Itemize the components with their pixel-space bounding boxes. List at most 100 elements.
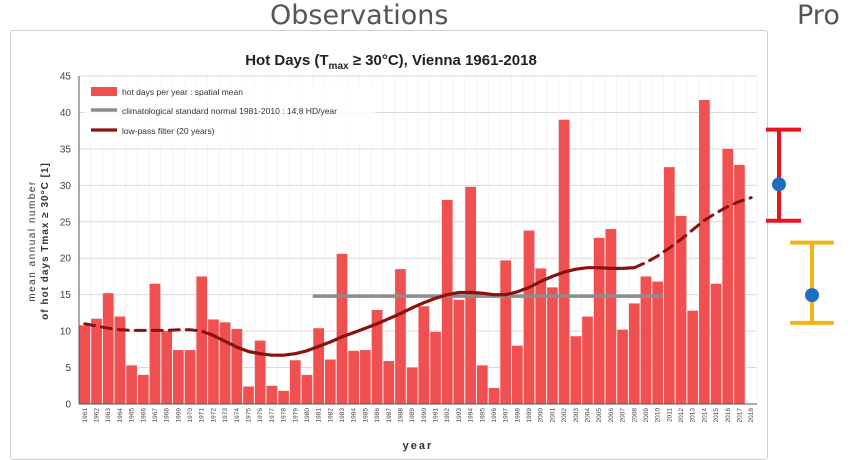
bar bbox=[267, 386, 278, 404]
x-tick-label: 1991 bbox=[433, 408, 440, 423]
bar bbox=[419, 306, 430, 404]
bar bbox=[535, 268, 546, 404]
x-tick-label: 2001 bbox=[549, 408, 556, 423]
bar bbox=[629, 303, 640, 404]
x-tick-label: 2004 bbox=[585, 408, 592, 423]
x-tick-label: 1987 bbox=[386, 408, 393, 423]
x-tick-label: 1992 bbox=[444, 408, 451, 423]
x-tick-label: 1966 bbox=[140, 408, 147, 423]
y-tick-label: 30 bbox=[60, 181, 72, 192]
x-tick-label: 1990 bbox=[421, 408, 428, 423]
x-axis-label: year bbox=[403, 440, 434, 452]
x-tick-label: 2005 bbox=[596, 408, 603, 423]
x-tick-label: 1963 bbox=[105, 408, 112, 423]
x-tick-label: 2016 bbox=[725, 408, 732, 423]
x-tick-label: 1961 bbox=[82, 408, 89, 423]
legend-label: low-pass filter (20 years) bbox=[122, 126, 215, 136]
bar bbox=[173, 350, 184, 404]
bar bbox=[360, 350, 371, 404]
bar bbox=[687, 311, 698, 404]
x-tick-label: 2002 bbox=[561, 408, 568, 423]
bar bbox=[91, 319, 102, 404]
bar bbox=[606, 229, 617, 404]
x-tick-label: 2007 bbox=[620, 408, 627, 423]
y-tick-label: 0 bbox=[65, 400, 71, 411]
projection-whiskers bbox=[766, 0, 850, 458]
legend-label: climatological standard normal 1981-2010… bbox=[122, 106, 337, 116]
bar bbox=[348, 351, 359, 404]
chart-title-rest: ≥ 30°C), Vienna 1961-2018 bbox=[349, 52, 537, 69]
legend: hot days per year : spatial mean climatol… bbox=[85, 83, 375, 145]
x-tick-label: 2015 bbox=[713, 408, 720, 423]
x-tick-label: 1974 bbox=[234, 408, 241, 423]
bar bbox=[477, 365, 488, 404]
bar bbox=[126, 365, 137, 404]
y-tick-label: 35 bbox=[60, 144, 72, 155]
x-tick-label: 1973 bbox=[222, 408, 229, 423]
x-tick-label: 1988 bbox=[397, 408, 404, 423]
x-tick-label: 2010 bbox=[655, 408, 662, 423]
x-tick-label: 2008 bbox=[631, 408, 638, 423]
bar bbox=[337, 254, 348, 404]
bar bbox=[325, 360, 336, 404]
x-tick-label: 2009 bbox=[643, 408, 650, 423]
x-tick-label: 2017 bbox=[736, 408, 743, 423]
bar bbox=[161, 331, 172, 404]
x-tick-label: 1995 bbox=[479, 408, 486, 423]
x-tick-label: 2014 bbox=[701, 408, 708, 423]
y-tick-label: 5 bbox=[65, 363, 71, 374]
x-tick-label: 1967 bbox=[152, 408, 159, 423]
chart-panel: 0 5 10 15 20 25 30 35 40 45 1961 1962 1963 1964 1965 19… bbox=[10, 30, 768, 460]
x-tick-label: 2011 bbox=[666, 408, 673, 422]
bar bbox=[231, 329, 242, 404]
x-tick-label: 1980 bbox=[304, 408, 311, 423]
x-tick-label: 1969 bbox=[175, 408, 182, 423]
bar bbox=[103, 293, 114, 404]
chart-title: Hot Days (Tmax ≥ 30°C), Vienna 1961-2018 bbox=[245, 52, 537, 72]
bar bbox=[383, 361, 394, 404]
x-tick-label: 1981 bbox=[316, 408, 323, 423]
bar bbox=[711, 284, 722, 404]
y-tick-label: 10 bbox=[60, 327, 72, 338]
bar bbox=[559, 120, 570, 404]
bar bbox=[547, 287, 558, 404]
x-tick-label: 1975 bbox=[246, 408, 253, 423]
chart-title-sub: max bbox=[329, 61, 349, 72]
y-tick-label: 15 bbox=[60, 290, 72, 301]
x-tick-label: 1986 bbox=[374, 408, 381, 423]
x-tick-label: 1984 bbox=[351, 408, 358, 423]
x-tick-label: 1976 bbox=[257, 408, 264, 423]
x-tick-label: 1965 bbox=[129, 408, 136, 423]
x-tick-label: 2006 bbox=[608, 408, 615, 423]
bar bbox=[407, 368, 418, 404]
x-tick-label: 1964 bbox=[117, 408, 124, 423]
bar bbox=[290, 360, 301, 404]
legend-swatch-bars bbox=[91, 87, 117, 96]
bar bbox=[150, 284, 161, 404]
x-tick-label: 1979 bbox=[292, 408, 299, 423]
bar bbox=[208, 319, 219, 404]
bar bbox=[255, 341, 266, 404]
bar bbox=[500, 260, 511, 404]
bar bbox=[313, 328, 324, 404]
bar bbox=[512, 346, 523, 404]
y-tick-label: 40 bbox=[60, 108, 72, 119]
x-tick-label: 1996 bbox=[491, 408, 498, 423]
y-tick-label: 25 bbox=[60, 217, 72, 228]
bar bbox=[524, 231, 535, 404]
bar bbox=[489, 388, 500, 404]
bar bbox=[652, 282, 663, 404]
x-tick-label: 1962 bbox=[94, 408, 101, 423]
bar bbox=[676, 216, 687, 404]
y-tick-label: 45 bbox=[60, 72, 72, 83]
bar bbox=[138, 375, 149, 404]
x-tick-label: 1970 bbox=[187, 408, 194, 423]
projection-median-dot bbox=[805, 288, 819, 302]
bar bbox=[570, 336, 581, 404]
x-tick-label: 1978 bbox=[281, 408, 288, 423]
bar bbox=[302, 375, 313, 404]
x-tick-label: 2013 bbox=[690, 408, 697, 423]
chart-title-main: Hot Days (T bbox=[245, 52, 328, 69]
x-tick-label: 1982 bbox=[327, 408, 334, 423]
y-axis-label-line2: of hot days Tmax ≥ 30°C [1] bbox=[40, 162, 51, 320]
